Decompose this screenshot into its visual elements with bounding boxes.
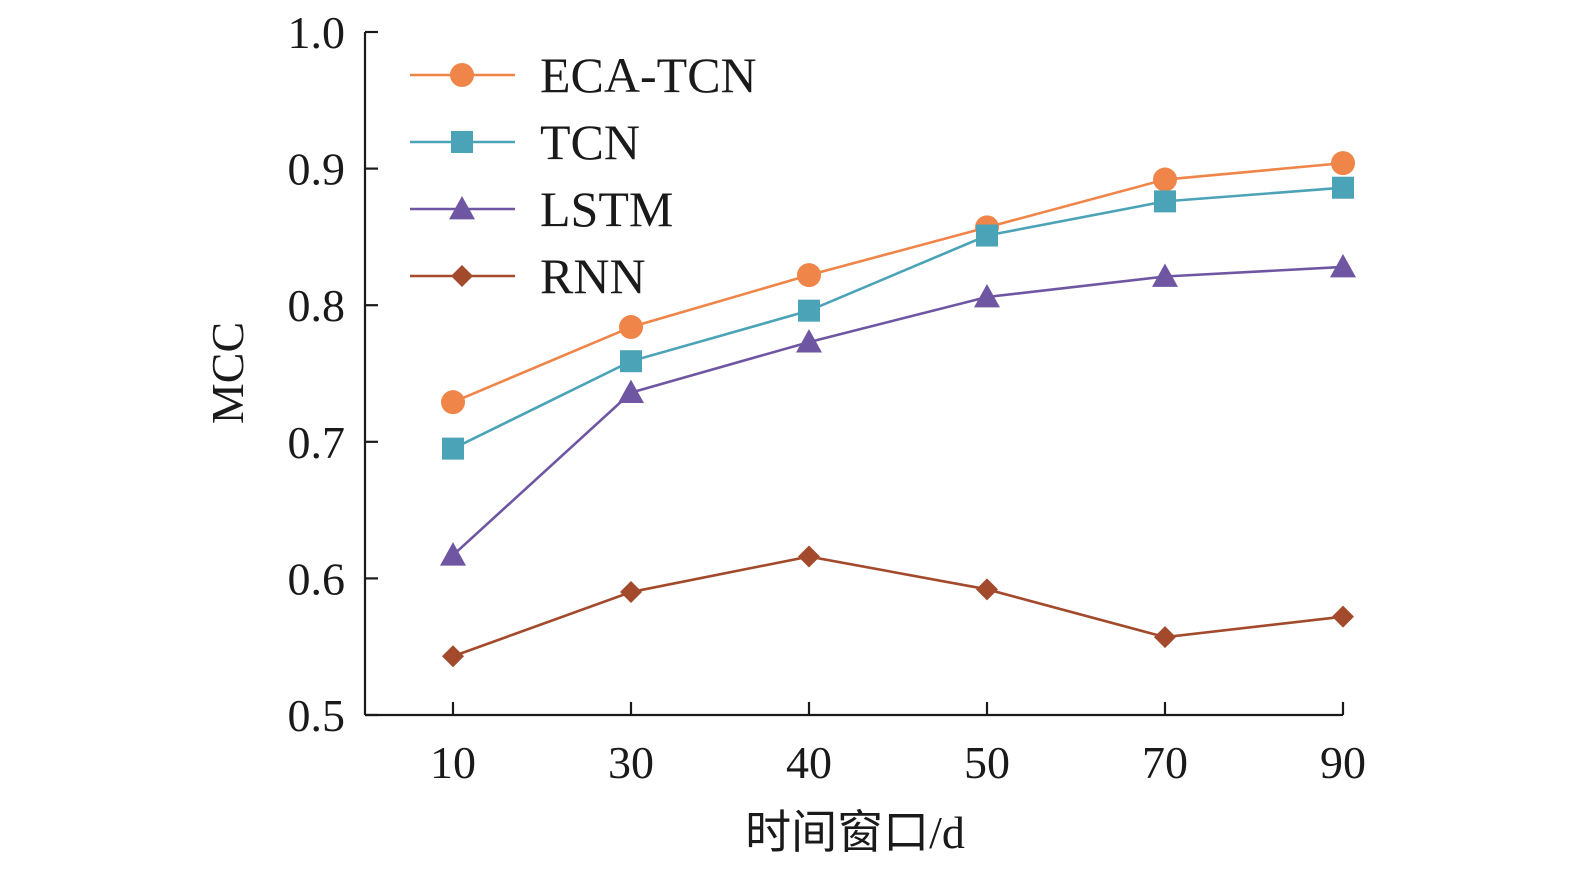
data-point-tcn — [798, 299, 820, 322]
series-line-rnn — [452, 555, 1344, 658]
data-point-eca-tcn — [1153, 167, 1177, 192]
series-rnn — [442, 545, 1354, 668]
data-point-tcn — [976, 224, 998, 247]
x-tick-label: 10 — [430, 737, 476, 788]
legend-label: TCN — [540, 114, 640, 170]
legend-marker — [451, 131, 473, 153]
y-tick-label: 0.9 — [288, 144, 346, 195]
data-point-lstm — [440, 542, 466, 566]
x-axis-title: 时间窗口/d — [745, 807, 965, 858]
y-axis-title: MCC — [202, 322, 253, 424]
data-point-eca-tcn — [619, 315, 643, 340]
y-tick-label: 0.7 — [288, 417, 346, 468]
x-tick-label: 40 — [786, 737, 832, 788]
data-point-tcn — [1332, 176, 1354, 199]
y-tick-label: 1.0 — [288, 7, 346, 58]
data-point-eca-tcn — [441, 390, 465, 415]
data-point-lstm — [796, 329, 822, 353]
data-point-lstm — [618, 379, 644, 404]
y-tick-label: 0.5 — [288, 690, 346, 741]
legend-item-eca-tcn: ECA-TCN — [410, 47, 757, 103]
data-point-lstm — [1330, 253, 1356, 278]
series-line-eca-tcn — [452, 161, 1344, 404]
series-line-lstm — [452, 265, 1344, 557]
axes: 0.5 0.6 0.7 0.8 0.9 1.0 10 30 40 50 70 90 — [288, 7, 1367, 788]
data-point-lstm — [974, 284, 1000, 308]
x-tick-label: 30 — [608, 737, 654, 788]
y-tick-label: 0.6 — [288, 553, 346, 604]
series-tcn — [442, 176, 1354, 460]
data-point-tcn — [620, 350, 642, 373]
legend-item-lstm: LSTM — [410, 181, 673, 237]
data-point-eca-tcn — [1331, 151, 1355, 176]
legend-item-rnn: RNN — [410, 248, 646, 304]
legend-label: LSTM — [540, 181, 673, 237]
series-layer — [440, 151, 1356, 668]
legend-marker — [450, 63, 474, 87]
series-lstm — [440, 253, 1356, 566]
data-point-rnn — [442, 645, 464, 668]
data-point-tcn — [1154, 190, 1176, 213]
data-point-rnn — [798, 545, 820, 568]
legend-label: ECA-TCN — [540, 47, 757, 103]
legend-marker — [451, 265, 473, 287]
data-point-rnn — [1332, 605, 1354, 628]
y-tick-label: 0.8 — [288, 280, 346, 331]
legend-label: RNN — [540, 248, 646, 304]
data-point-rnn — [620, 581, 642, 604]
data-point-tcn — [442, 437, 464, 460]
data-point-rnn — [1154, 626, 1176, 649]
legend-marker — [449, 196, 475, 220]
x-tick-label: 90 — [1320, 737, 1366, 788]
x-tick-label: 70 — [1142, 737, 1188, 788]
series-line-tcn — [452, 186, 1344, 450]
data-point-eca-tcn — [797, 263, 821, 288]
legend-item-tcn: TCN — [410, 114, 640, 170]
x-tick-label: 50 — [964, 737, 1010, 788]
legend: ECA-TCN TCN LSTM RNN — [410, 47, 757, 304]
data-point-rnn — [976, 578, 998, 601]
data-point-lstm — [1152, 263, 1178, 287]
